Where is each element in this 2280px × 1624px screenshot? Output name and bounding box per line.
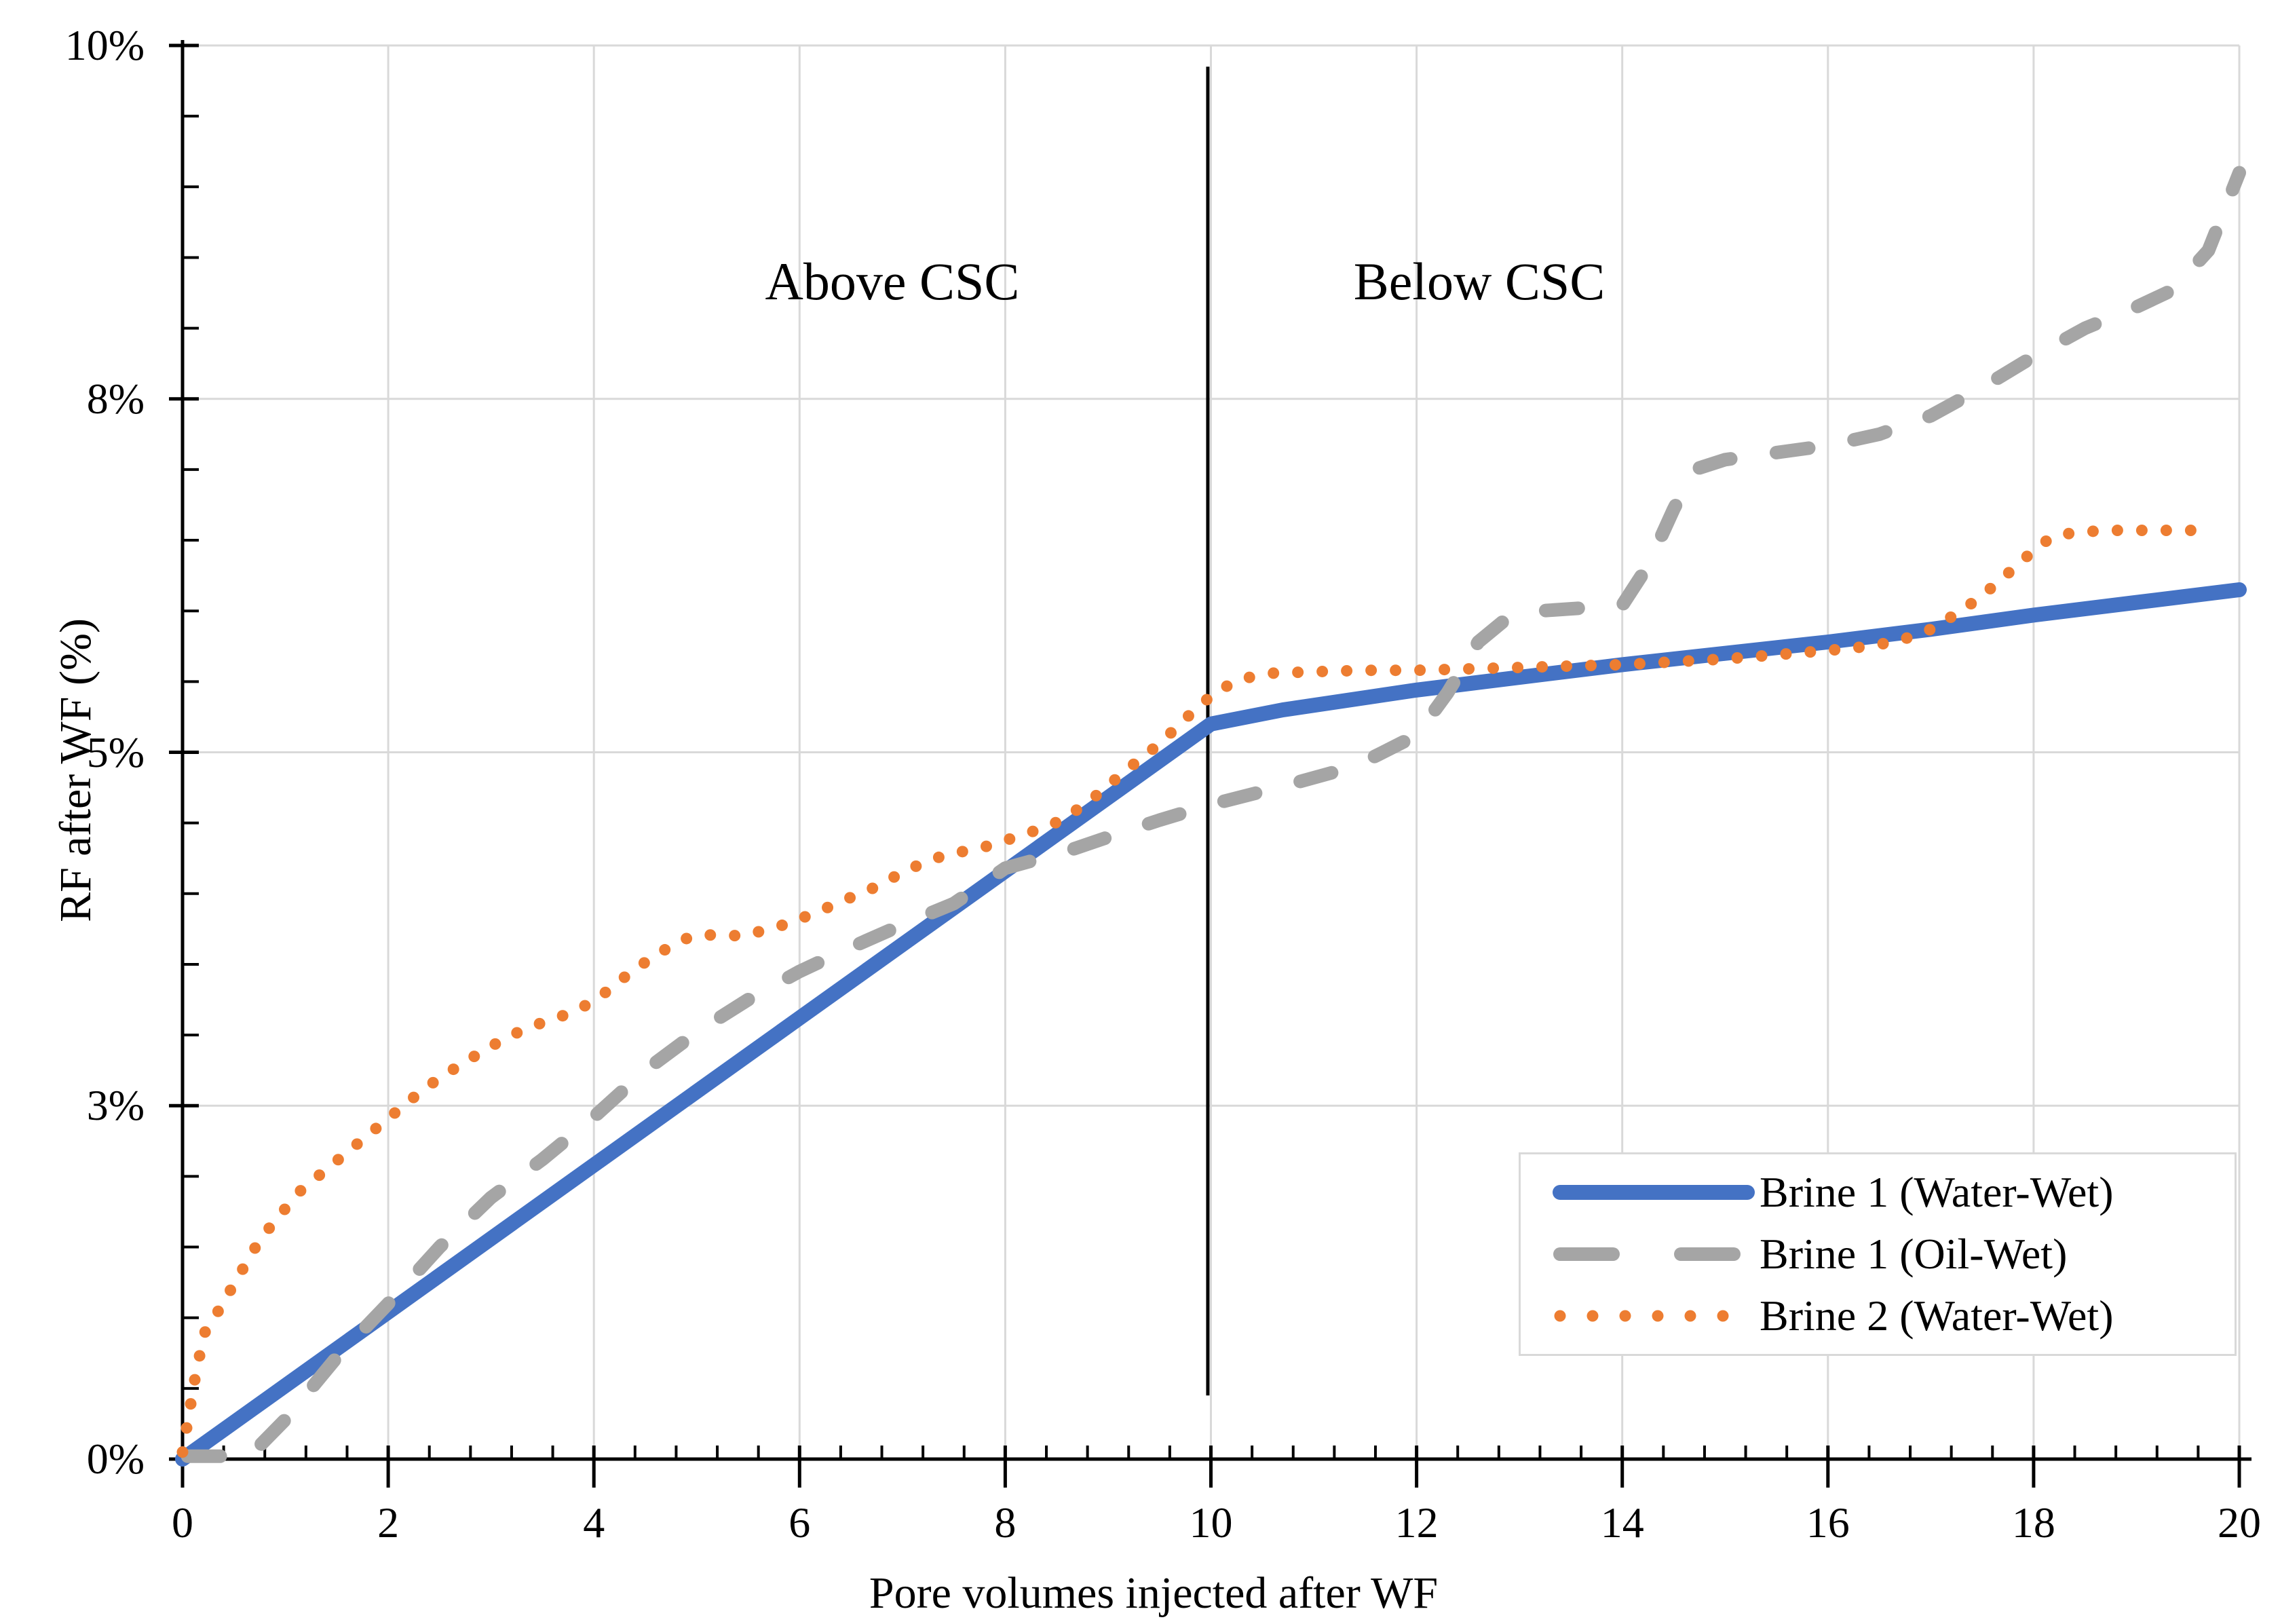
x-axis-title: Pore volumes injected after WF [869,1568,1439,1618]
legend-label: Brine 1 (Oil-Wet) [1760,1229,2068,1278]
series-solid-line [175,582,2247,1467]
y-tick-label: 5% [86,728,145,776]
y-tick-label: 3% [86,1081,145,1130]
x-tick-label: 10 [1189,1498,1233,1547]
x-tick-label: 2 [377,1498,400,1547]
legend-label: Brine 1 (Water-Wet) [1760,1167,2114,1216]
x-tick-label: 8 [994,1498,1016,1547]
legend-sample-dashed-line [1553,1247,1754,1261]
x-tick-label: 20 [2218,1498,2261,1547]
x-tick-label: 4 [583,1498,605,1547]
x-tick-label: 18 [2011,1498,2055,1547]
x-tick-label: 0 [172,1498,193,1547]
x-tick-label: 16 [1806,1498,1850,1547]
legend-sample-solid-line [1553,1184,1755,1200]
x-tick-label: 6 [788,1498,811,1547]
series-dashed-line [180,166,2246,1463]
annotation-below-csc: Below CSC [1353,252,1606,311]
y-tick-label: 8% [86,374,145,423]
x-tick-label: 12 [1394,1498,1439,1547]
x-tick-label: 14 [1600,1498,1644,1547]
series-dotted-line [176,525,2204,1458]
legend: Brine 1 (Water-Wet) Brine 1 (Oil-Wet) Br… [1519,1152,2237,1356]
legend-item: Brine 2 (Water-Wet) [1521,1289,2235,1343]
legend-sample-dotted-line [1554,1310,1753,1322]
y-tick-label: 10% [64,21,145,69]
legend-item: Brine 1 (Water-Wet) [1521,1165,2235,1220]
y-tick-label: 0% [86,1435,145,1483]
legend-item: Brine 1 (Oil-Wet) [1521,1227,2235,1281]
legend-label: Brine 2 (Water-Wet) [1760,1291,2114,1340]
annotation-above-csc: Above CSC [765,252,1020,311]
